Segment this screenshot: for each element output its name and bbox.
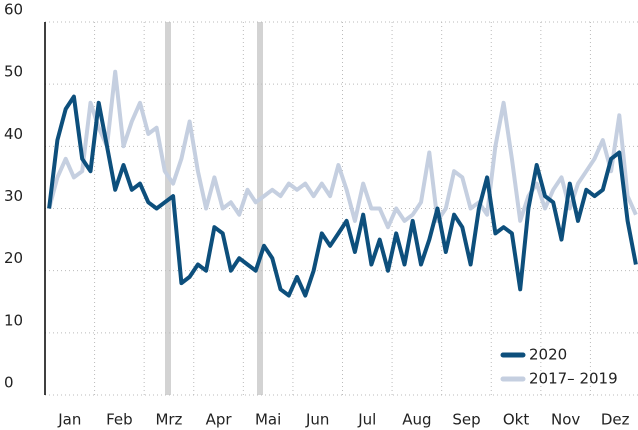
legend-label: 2020 bbox=[529, 346, 567, 364]
y-tick-label: 40 bbox=[4, 125, 23, 143]
x-tick-label: Jul bbox=[357, 411, 376, 429]
x-tick-label: Apr bbox=[206, 411, 233, 429]
x-tick-label: Mai bbox=[255, 411, 281, 429]
x-tick-label: Aug bbox=[402, 411, 431, 429]
marker-band bbox=[257, 22, 263, 395]
x-tick-label: Dez bbox=[601, 411, 630, 429]
y-tick-label: 60 bbox=[4, 1, 23, 19]
y-tick-label: 50 bbox=[4, 63, 23, 81]
x-tick-label: Nov bbox=[551, 411, 580, 429]
y-tick-label: 10 bbox=[4, 311, 23, 329]
legend-label: 2017– 2019 bbox=[529, 370, 618, 388]
marker-band bbox=[165, 22, 171, 395]
x-tick-label: Feb bbox=[106, 411, 133, 429]
x-tick-label: Mrz bbox=[155, 411, 182, 429]
y-tick-label: 0 bbox=[4, 374, 14, 392]
x-tick-label: Jun bbox=[305, 411, 329, 429]
y-tick-label: 20 bbox=[4, 249, 23, 267]
x-tick-label: Sep bbox=[452, 411, 480, 429]
series-line bbox=[47, 69, 638, 230]
series-line bbox=[47, 94, 638, 298]
x-tick-label: Okt bbox=[503, 411, 529, 429]
y-tick-label: 30 bbox=[4, 187, 23, 205]
x-tick-label: Jan bbox=[57, 411, 81, 429]
